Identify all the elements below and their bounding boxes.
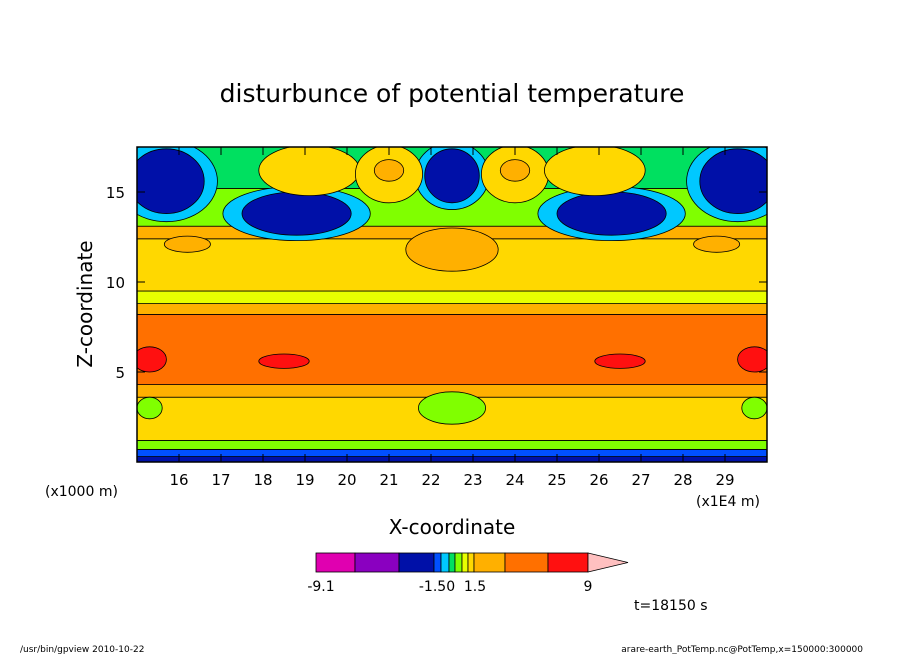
contour-band-6: [137, 303, 767, 315]
x-tick-label: 24: [505, 471, 524, 489]
colorbar-swatch: [473, 552, 506, 573]
x-tick-label: 25: [547, 471, 566, 489]
y-tick-label: 15: [106, 184, 125, 202]
colorbar-tick-label: 9: [584, 579, 593, 595]
contour-cell-17: [594, 353, 646, 369]
colorbar-swatch: [440, 552, 450, 573]
contour-band-0: [137, 456, 767, 462]
contour-cell-18: [417, 391, 486, 425]
x-tick-label: 26: [589, 471, 608, 489]
colorbar: -9.1 -1.50 1.5 9: [307, 552, 629, 595]
x-tick-label: 28: [673, 471, 692, 489]
y-tick-label: 5: [115, 364, 125, 382]
colorbar-extension-arrow: [587, 552, 629, 573]
x-tick-label: 17: [211, 471, 230, 489]
contour-cell-10: [499, 159, 531, 182]
contour-band-5: [137, 313, 767, 385]
contour-cell-9: [373, 159, 405, 182]
x-axis: 16 17 18 19 20 21 22 23 24 25 26 27 28 29: [169, 147, 735, 489]
colorbar-swatch: [448, 552, 456, 573]
x-tick-label: 29: [715, 471, 734, 489]
colorbar-swatch: [315, 552, 356, 573]
y-tick-label: 10: [106, 274, 125, 292]
x-tick-label: 16: [169, 471, 188, 489]
contour-cell-19: [137, 396, 163, 420]
contour-cell-2: [241, 191, 352, 236]
contour-cell-4: [424, 148, 480, 204]
x-tick-label: 20: [337, 471, 356, 489]
y-unit-label: (x1000 m): [45, 484, 118, 500]
x-tick-label: 19: [295, 471, 314, 489]
contour-cell-1: [699, 148, 767, 214]
contour-cell-14: [137, 346, 167, 373]
colorbar-swatch: [547, 552, 589, 573]
contour-band-2: [137, 439, 767, 450]
contour-cell-20: [741, 396, 767, 420]
colorbar-swatch: [433, 552, 442, 573]
footer-left: /usr/bin/gpview 2010-10-22: [20, 645, 144, 654]
colorbar-tick-label: -1.50: [419, 579, 455, 595]
colorbar-swatch: [467, 552, 475, 573]
x-tick-label: 27: [631, 471, 650, 489]
x-axis-label: X-coordinate: [389, 515, 516, 539]
contour-cell-13: [693, 235, 741, 253]
contour-cell-16: [258, 353, 310, 369]
timestamp-label: t=18150 s: [634, 598, 708, 614]
contour-cell-3: [556, 191, 667, 236]
colorbar-swatch: [461, 552, 469, 573]
colorbar-tick-label: -9.1: [307, 579, 334, 595]
colorbar-swatch: [454, 552, 463, 573]
x-tick-label: 21: [379, 471, 398, 489]
contour-cell-15: [737, 346, 767, 373]
colorbar-swatch: [504, 552, 549, 573]
chart-title: disturbunce of potential temperature: [220, 79, 685, 108]
y-axis: 5 10 15: [106, 184, 767, 382]
contour-cell-8: [544, 147, 646, 196]
contour-band-1: [137, 448, 767, 457]
footer-right: arare-earth_PotTemp.nc@PotTemp,x=150000:…: [621, 645, 863, 654]
colorbar-tick-label: 1.5: [464, 579, 486, 595]
x-tick-label: 22: [421, 471, 440, 489]
x-tick-label: 18: [253, 471, 272, 489]
contour-cell-11: [405, 227, 499, 272]
colorbar-swatch: [398, 552, 435, 573]
plot-frame: [136, 146, 768, 463]
x-unit-label: (x1E4 m): [696, 494, 760, 510]
contour-field: [137, 147, 767, 462]
contour-cell-5: [258, 147, 360, 196]
contour-band-7: [137, 290, 767, 305]
y-axis-label: Z-coordinate: [73, 240, 97, 367]
x-tick-label: 23: [463, 471, 482, 489]
contour-cell-0: [137, 148, 205, 214]
contour-cell-12: [163, 235, 211, 253]
colorbar-swatch: [354, 552, 400, 573]
